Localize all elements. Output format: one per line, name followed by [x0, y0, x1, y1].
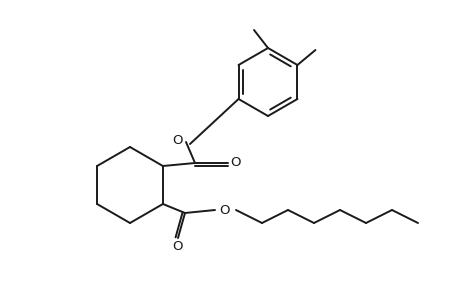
Text: O: O [173, 134, 183, 146]
Text: O: O [230, 157, 241, 169]
Text: O: O [173, 241, 183, 254]
Text: O: O [219, 203, 230, 217]
